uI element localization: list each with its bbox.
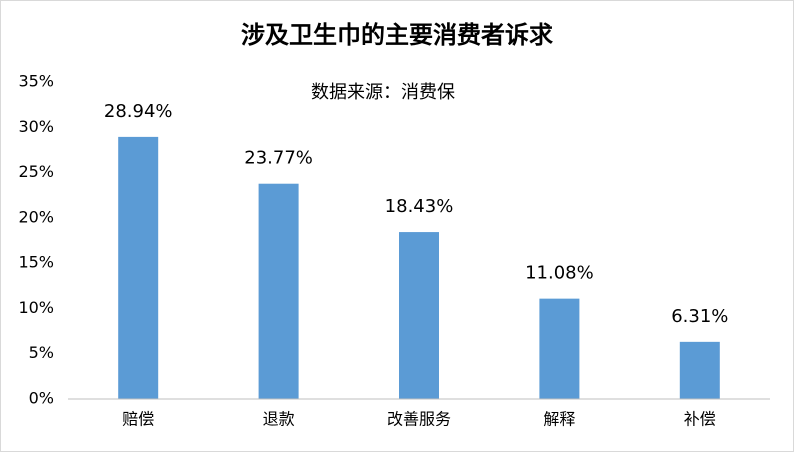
chart-title: 涉及卫生巾的主要消费者诉求 bbox=[241, 21, 553, 49]
bar bbox=[679, 341, 720, 399]
bar bbox=[118, 136, 159, 399]
x-tick-label: 赔偿 bbox=[122, 410, 154, 429]
y-tick-label: 10% bbox=[18, 298, 54, 317]
y-tick-label: 5% bbox=[29, 343, 54, 362]
bar bbox=[539, 298, 580, 399]
chart-subtitle: 数据来源：消费保 bbox=[311, 82, 455, 103]
data-label: 28.94% bbox=[104, 101, 173, 122]
bar bbox=[399, 232, 439, 399]
data-label: 18.43% bbox=[385, 196, 454, 217]
y-tick-label: 35% bbox=[18, 72, 54, 91]
x-tick-label: 改善服务 bbox=[387, 410, 451, 429]
x-tick-label: 退款 bbox=[263, 410, 295, 429]
y-tick-label: 15% bbox=[18, 253, 54, 272]
y-tick-label: 25% bbox=[18, 162, 54, 181]
y-tick-label: 30% bbox=[18, 117, 54, 136]
x-tick-label: 解释 bbox=[543, 410, 575, 429]
x-tick-label: 补偿 bbox=[684, 410, 716, 429]
data-label: 23.77% bbox=[244, 148, 313, 169]
bar bbox=[258, 183, 299, 399]
y-tick-label: 20% bbox=[18, 207, 54, 226]
data-label: 11.08% bbox=[525, 263, 594, 284]
y-tick-label: 0% bbox=[29, 389, 54, 408]
data-label: 6.31% bbox=[671, 306, 728, 327]
